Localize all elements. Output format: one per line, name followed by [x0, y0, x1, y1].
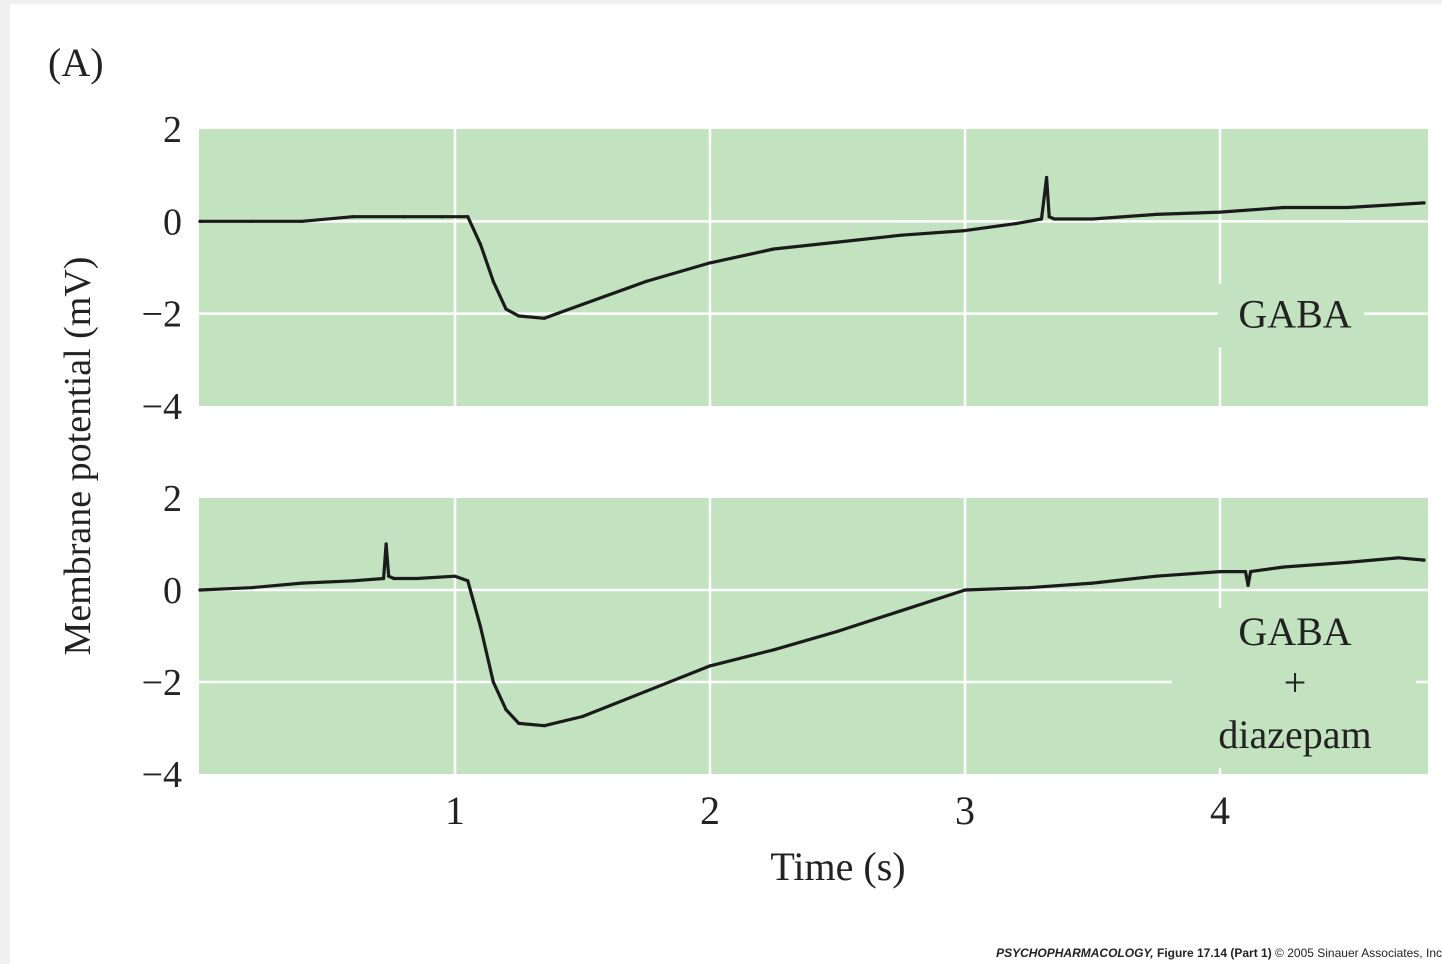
- data-point: [387, 574, 391, 578]
- data-point: [1039, 217, 1044, 221]
- data-point: [402, 215, 406, 219]
- plot-gaba: 2 0 −2 −4 GABA: [142, 109, 1428, 428]
- data-point: [300, 219, 304, 223]
- data-point: [708, 664, 712, 668]
- plot-gaba-diazepam: 2 0 −2 −4 1 2 3 4 GABA + diazepam: [142, 478, 1428, 833]
- data-point: [491, 680, 495, 684]
- data-point: [491, 279, 495, 283]
- data-point: [1047, 215, 1051, 219]
- data-point: [351, 579, 355, 583]
- data-point: [1218, 210, 1222, 214]
- data-point: [249, 586, 253, 590]
- data-point: [517, 721, 521, 726]
- data-point: [835, 629, 840, 634]
- data-point: [1154, 574, 1158, 578]
- data-point: [517, 314, 521, 318]
- data-point: [580, 302, 585, 307]
- x-tick-label: 3: [955, 788, 975, 833]
- chart-canvas: (A) Membrane potential (mV) 2 0 −2 −4 GABA 2…: [48, 40, 1428, 889]
- credit-figure: Figure 17.14 (Part 1): [1156, 946, 1272, 960]
- x-tick-label: 4: [1210, 788, 1230, 833]
- x-axis-label: Time (s): [770, 844, 905, 889]
- data-point: [249, 219, 253, 223]
- data-point: [1090, 581, 1095, 585]
- x-tick-label: 2: [700, 788, 720, 833]
- data-point: [835, 240, 840, 244]
- data-point: [478, 625, 483, 629]
- data-point: [392, 576, 396, 581]
- data-point: [963, 228, 967, 233]
- data-point: [1045, 175, 1049, 180]
- data-point: [899, 609, 903, 613]
- data-point: [1154, 212, 1158, 217]
- data-point: [708, 261, 712, 265]
- y-tick-label: −4: [142, 754, 182, 796]
- data-point: [198, 219, 202, 223]
- figure-credit: PSYCHOPHARMACOLOGY, Figure 17.14 (Part 1…: [996, 946, 1442, 960]
- x-tick-label: 1: [445, 788, 465, 833]
- data-point: [1218, 570, 1222, 574]
- data-point: [1422, 558, 1426, 562]
- data-point: [466, 215, 470, 219]
- series-trace: [198, 175, 1426, 320]
- annotation-mask: [1172, 608, 1416, 768]
- data-point: [466, 579, 470, 583]
- data-point: [644, 689, 648, 693]
- data-point: [384, 542, 388, 546]
- annotation-mask: [1218, 283, 1364, 348]
- data-point: [300, 581, 304, 585]
- data-point: [1246, 583, 1250, 588]
- data-point: [644, 279, 648, 283]
- credit-book: PSYCHOPHARMACOLOGY,: [996, 946, 1154, 960]
- data-point: [1396, 556, 1401, 560]
- y-tick-label: −2: [142, 662, 182, 704]
- y-tick-label: 2: [163, 478, 182, 520]
- figure-panel: (A) Membrane potential (mV) 2 0 −2 −4 GABA 2…: [10, 4, 1442, 964]
- data-point: [580, 714, 585, 719]
- annotation-label: GABA: [1238, 609, 1351, 654]
- data-point: [1422, 201, 1426, 205]
- data-point: [772, 247, 776, 251]
- y-tick-label: 0: [163, 201, 182, 243]
- data-point: [1014, 222, 1018, 226]
- data-point: [1243, 570, 1248, 574]
- data-point: [415, 576, 419, 581]
- data-point: [1249, 570, 1253, 574]
- data-point: [351, 215, 355, 219]
- data-point: [198, 588, 202, 592]
- data-point: [504, 307, 508, 311]
- data-point: [453, 574, 457, 578]
- data-point: [1282, 205, 1286, 210]
- data-point: [542, 316, 546, 320]
- y-axis-label: Membrane potential (mV): [57, 257, 99, 656]
- data-point: [899, 233, 903, 237]
- data-point: [1090, 217, 1095, 221]
- data-point: [1282, 565, 1286, 569]
- data-point: [1027, 586, 1031, 590]
- annotation-label: +: [1284, 660, 1307, 705]
- data-point: [478, 242, 483, 247]
- panel-label: (A): [48, 40, 104, 85]
- y-tick-label: −2: [142, 294, 182, 336]
- annotation-label: GABA: [1238, 292, 1351, 337]
- data-point: [382, 576, 386, 581]
- data-point: [1345, 205, 1350, 210]
- credit-copyright: © 2005 Sinauer Associates, Inc: [1275, 946, 1442, 960]
- y-tick-label: 0: [163, 570, 182, 612]
- data-point: [1345, 560, 1350, 565]
- annotation-label: diazepam: [1218, 712, 1371, 757]
- data-point: [504, 708, 508, 712]
- plot-background: [199, 129, 1428, 406]
- y-tick-label: −4: [142, 386, 182, 428]
- y-tick-label: 2: [163, 109, 182, 151]
- data-point: [1052, 217, 1056, 221]
- data-point: [772, 648, 776, 652]
- series-trace: [198, 542, 1426, 728]
- data-point: [963, 588, 967, 592]
- data-point: [542, 724, 546, 728]
- data-point: [440, 215, 444, 219]
